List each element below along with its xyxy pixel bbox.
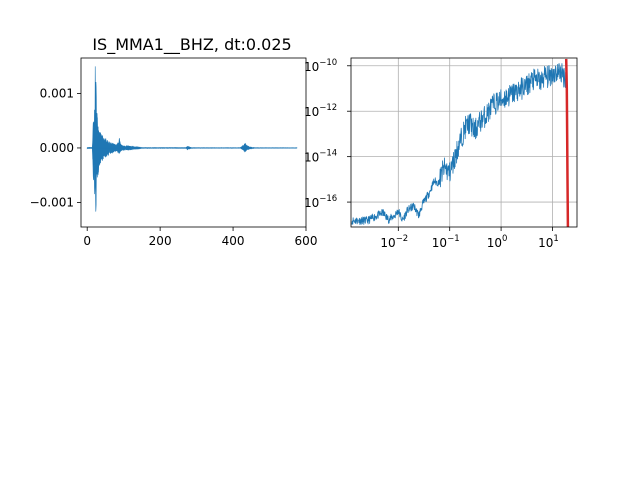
waveform-x-tick-label: 400 [222, 234, 245, 248]
waveform-x-tick-label: 600 [295, 234, 318, 248]
spectrum-grid [351, 58, 577, 227]
waveform-chart: IS_MMA1__BHZ, dt:0.025 0 200 400 600 −0.001… [30, 35, 318, 248]
waveform-chart-title: IS_MMA1__BHZ, dt:0.025 [92, 35, 291, 55]
waveform-y-ticks: −0.001 0.000 0.001 [30, 86, 81, 209]
waveform-y-tick-label: 0.001 [40, 86, 74, 100]
spectrum-plot-area [351, 58, 570, 227]
waveform-y-tick-label: 0.000 [40, 141, 74, 155]
waveform-axes-frame [80, 57, 307, 228]
waveform-plot-area [86, 66, 298, 212]
spectrum-cutoff-line [564, 58, 570, 227]
waveform-x-ticks: 0 200 400 600 [83, 227, 317, 248]
waveform-x-tick-label: 200 [149, 234, 172, 248]
spectrum-trace [351, 63, 566, 225]
spectrum-axes-frame [350, 57, 578, 228]
waveform-x-tick-label: 0 [83, 234, 91, 248]
waveform-y-tick-label: −0.001 [30, 195, 74, 209]
